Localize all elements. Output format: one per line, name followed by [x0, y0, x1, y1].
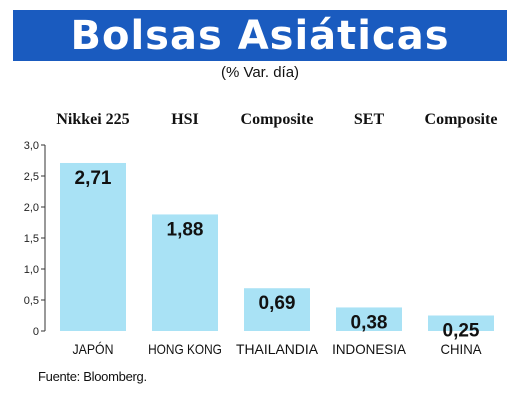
bar-value-label: 0,25 [443, 321, 480, 342]
chart-subtitle: (% Var. día) [220, 64, 300, 81]
x-category-label: THAILANDIA [236, 341, 319, 357]
y-tick-label: 2,0 [24, 202, 39, 214]
chart-title: Bolsas Asiáticas [70, 12, 450, 59]
y-tick-label: 1,0 [24, 264, 39, 276]
title-bar: Bolsas Asiáticas [13, 10, 507, 61]
index-name-label: SET [354, 111, 385, 128]
bar-value-label: 0,69 [259, 293, 296, 314]
y-tick-label: 1,5 [24, 233, 39, 245]
y-tick-label: 3,0 [24, 140, 39, 152]
y-tick-label: 2,5 [24, 171, 39, 183]
y-tick-label: 0 [33, 326, 39, 338]
bar-value-label: 1,88 [167, 219, 204, 240]
x-category-label: CHINA [441, 341, 483, 357]
index-name-label: HSI [171, 111, 199, 128]
y-tick-label: 0,5 [24, 295, 39, 307]
bar-value-label: 2,71 [75, 168, 112, 189]
bar-value-label: 0,38 [351, 312, 388, 333]
bar-1 [60, 162, 126, 331]
source-note: Fuente: Bloomberg. [38, 369, 147, 384]
bar-3 [244, 288, 310, 331]
index-name-label: Composite [425, 111, 498, 128]
bar-4 [336, 307, 402, 331]
x-category-label: HONG KONG [148, 341, 222, 357]
index-name-label: Nikkei 225 [56, 111, 129, 128]
bar-5 [428, 315, 494, 331]
index-name-label: Composite [241, 111, 314, 128]
x-category-label: JAPÓN [73, 341, 114, 357]
x-category-label: INDONESIA [332, 341, 406, 357]
bar-2 [152, 214, 218, 331]
